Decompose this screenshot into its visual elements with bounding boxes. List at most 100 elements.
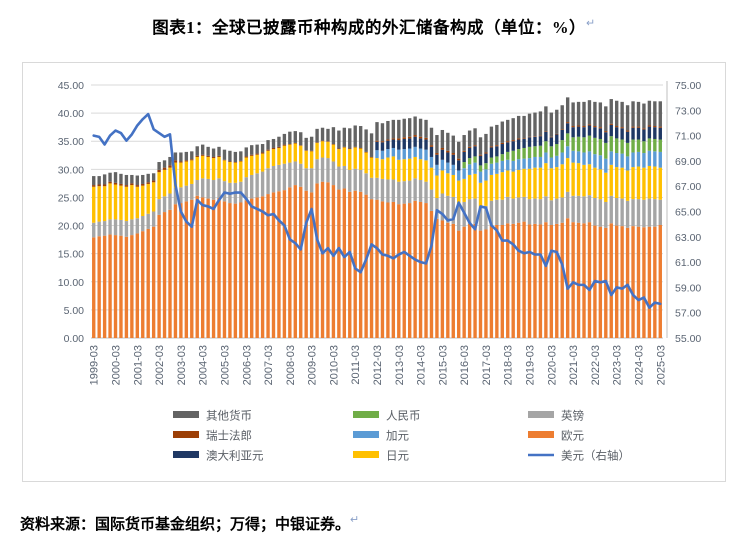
- bar-segment: [337, 130, 341, 149]
- x-axis-tick: 2015-03: [437, 345, 449, 385]
- bar-segment: [522, 158, 526, 169]
- bar-segment: [446, 132, 450, 151]
- bar-segment: [560, 197, 564, 223]
- bar-segment: [413, 156, 417, 179]
- bar-segment: [418, 159, 423, 181]
- bar-segment: [255, 153, 259, 155]
- bar-segment: [386, 179, 390, 203]
- bar-segment: [631, 152, 635, 168]
- bar-segment: [462, 151, 466, 163]
- x-axis-tick: 2017-03: [481, 345, 493, 385]
- bar-segment: [97, 236, 101, 338]
- bar-segment: [179, 162, 183, 188]
- bar-segment: [625, 142, 630, 157]
- bar-segment: [369, 199, 374, 338]
- bar-segment: [451, 164, 455, 175]
- bar-segment: [582, 152, 586, 165]
- bar-segment: [424, 181, 428, 204]
- bar-segment: [446, 152, 450, 163]
- bar-segment: [239, 160, 243, 162]
- bar-segment: [647, 198, 652, 227]
- bar-segment: [418, 180, 423, 202]
- bar-segment: [299, 145, 303, 146]
- bar-segment: [604, 172, 608, 202]
- bar-segment: [408, 203, 412, 338]
- bar-segment: [440, 170, 445, 194]
- bar-segment: [604, 142, 608, 159]
- bar-segment: [92, 185, 96, 187]
- bar-segment: [266, 168, 270, 195]
- bar-segment: [549, 137, 554, 147]
- bar-segment: [658, 151, 662, 168]
- x-axis-tick: 1999-03: [89, 345, 101, 385]
- bar-segment: [527, 158, 532, 169]
- bar-segment: [522, 147, 526, 159]
- bar-segment: [489, 157, 494, 164]
- bar-segment: [489, 163, 494, 175]
- bar-segment: [560, 129, 564, 130]
- bar-segment: [615, 138, 619, 154]
- bar-segment: [544, 141, 548, 153]
- bar-segment: [146, 228, 150, 338]
- bar-segment: [435, 135, 439, 154]
- bar-segment: [124, 186, 129, 222]
- bar-segment: [565, 97, 570, 123]
- bar-segment: [260, 171, 265, 197]
- bar-segment: [457, 180, 461, 204]
- bar-segment: [211, 158, 216, 181]
- bar-segment: [119, 219, 123, 236]
- bar-segment: [571, 162, 575, 196]
- bar-segment: [130, 174, 134, 184]
- bar-segment: [620, 127, 624, 129]
- bar-segment: [146, 173, 150, 183]
- bar-segment: [364, 173, 368, 195]
- bar-segment: [162, 160, 167, 168]
- legend-swatch: [173, 431, 199, 438]
- bar-segment: [299, 145, 303, 164]
- bar-segment: [478, 165, 483, 172]
- x-axis-tick: 2023-03: [612, 345, 624, 385]
- bar-segment: [462, 178, 466, 202]
- bar-segment: [560, 140, 564, 153]
- bar-segment: [609, 151, 613, 165]
- bar-segment: [222, 149, 227, 160]
- bar-segment: [593, 154, 597, 168]
- bar-segment: [609, 99, 613, 124]
- bar-segment: [250, 154, 254, 156]
- bar-segment: [222, 160, 227, 182]
- bar-segment: [538, 145, 543, 157]
- bar-segment: [320, 127, 325, 141]
- bar-segment: [522, 138, 526, 139]
- bar-segment: [457, 203, 461, 231]
- bar-segment: [446, 150, 450, 153]
- bar-segment: [282, 190, 287, 338]
- bar-segment: [408, 136, 412, 139]
- bar-segment: [353, 146, 357, 148]
- bar-segment: [467, 223, 472, 338]
- bar-segment: [495, 162, 499, 174]
- bar-segment: [544, 222, 548, 338]
- bar-segment: [615, 167, 619, 198]
- bar-segment: [113, 184, 118, 220]
- bar-segment: [489, 126, 494, 147]
- bar-segment: [97, 186, 101, 222]
- legend-label: 澳大利亚元: [206, 449, 264, 463]
- bar-segment: [500, 144, 504, 155]
- bar-segment: [408, 118, 412, 137]
- bar-segment: [560, 222, 564, 338]
- bar-segment: [200, 144, 205, 155]
- bar-segment: [130, 183, 134, 186]
- bar-segment: [593, 127, 597, 138]
- legend-label: 人民币: [386, 410, 421, 423]
- bar-segment: [533, 167, 537, 199]
- bar-segment: [315, 183, 319, 338]
- x-axis-tick: 2006-03: [241, 345, 253, 385]
- bar-segment: [473, 146, 477, 157]
- bar-segment: [571, 137, 575, 151]
- bar-segment: [358, 147, 363, 149]
- bar-segment: [489, 200, 494, 226]
- bar-segment: [533, 198, 537, 224]
- bar-segment: [429, 145, 434, 147]
- bar-segment: [506, 170, 510, 197]
- bar-segment: [239, 161, 243, 182]
